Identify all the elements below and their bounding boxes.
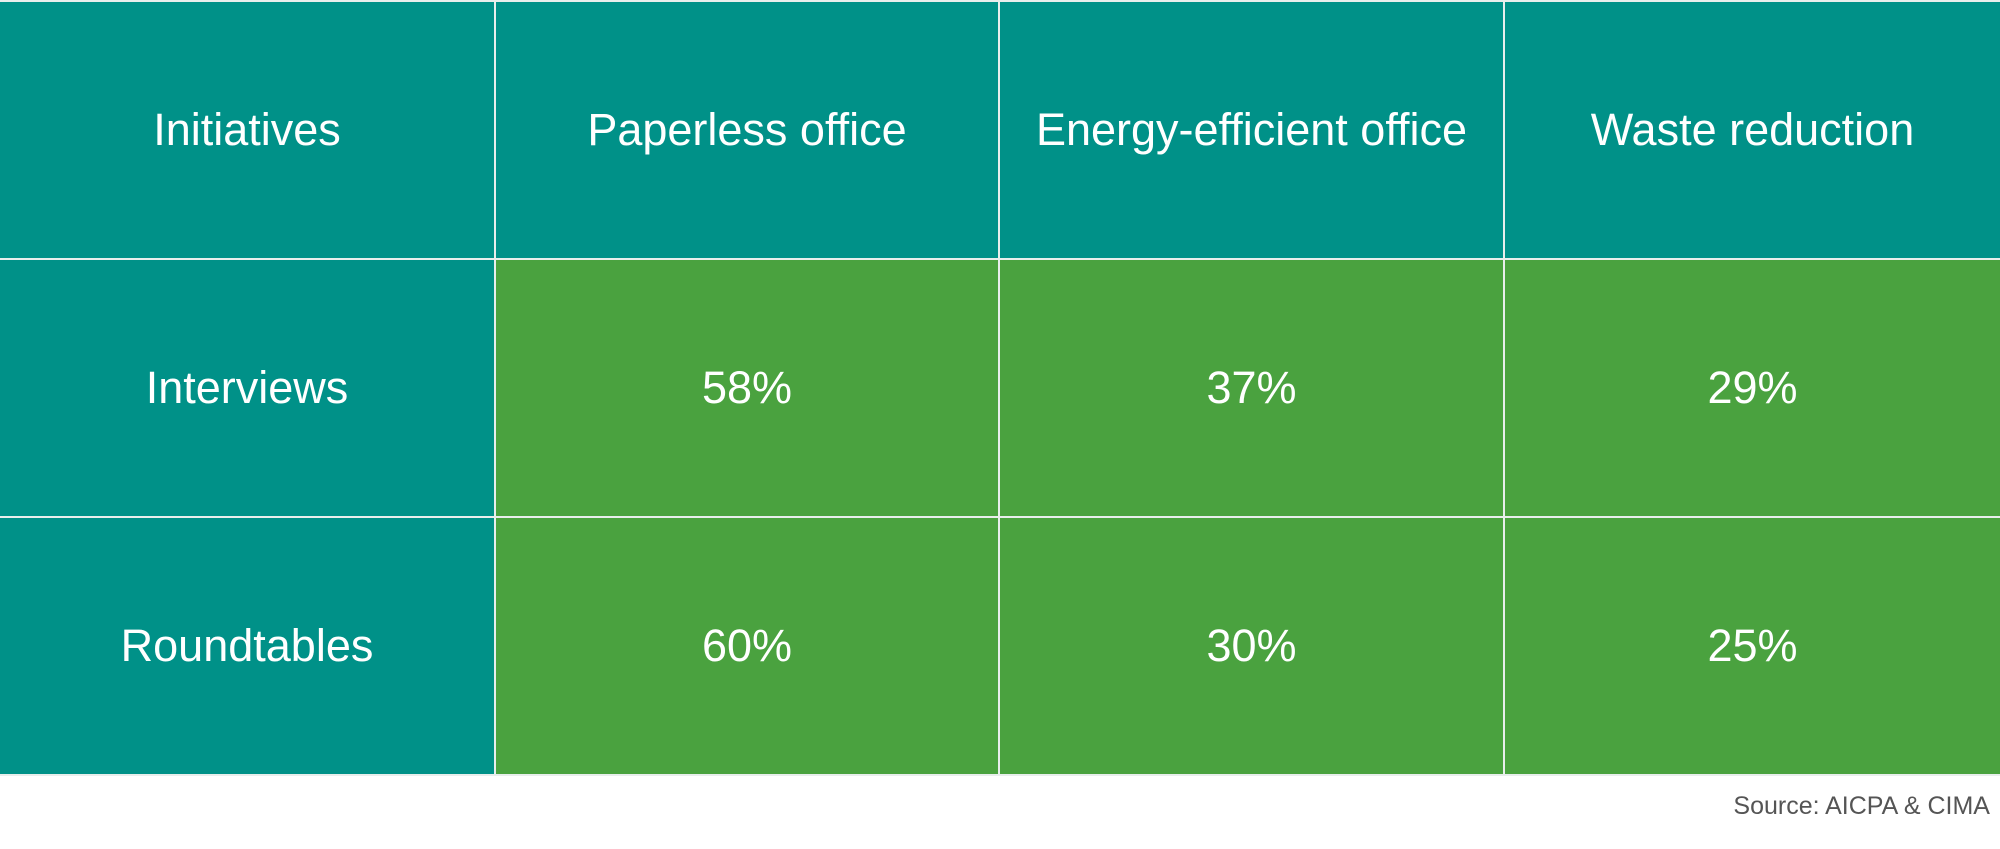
table: Initiatives Paperless office Energy-effici…	[0, 0, 2000, 776]
table-row: Interviews 58% 37% 29%	[0, 258, 2000, 518]
row-label: Interviews	[0, 258, 496, 518]
source-note: Source: AICPA & CIMA	[1733, 792, 1990, 820]
header-cell: Initiatives	[0, 0, 496, 260]
header-cell: Paperless office	[494, 0, 1000, 260]
value-cell: 25%	[1503, 516, 2000, 776]
value-cell: 60%	[494, 516, 1000, 776]
value-cell: 30%	[998, 516, 1505, 776]
header-row: Initiatives Paperless office Energy-effici…	[0, 0, 2000, 260]
value-cell: 37%	[998, 258, 1505, 518]
value-cell: 58%	[494, 258, 1000, 518]
table-row: Roundtables 60% 30% 25%	[0, 516, 2000, 776]
value-cell: 29%	[1503, 258, 2000, 518]
header-cell: Waste reduction	[1503, 0, 2000, 260]
header-cell: Energy-efficient office	[998, 0, 1505, 260]
row-label: Roundtables	[0, 516, 496, 776]
